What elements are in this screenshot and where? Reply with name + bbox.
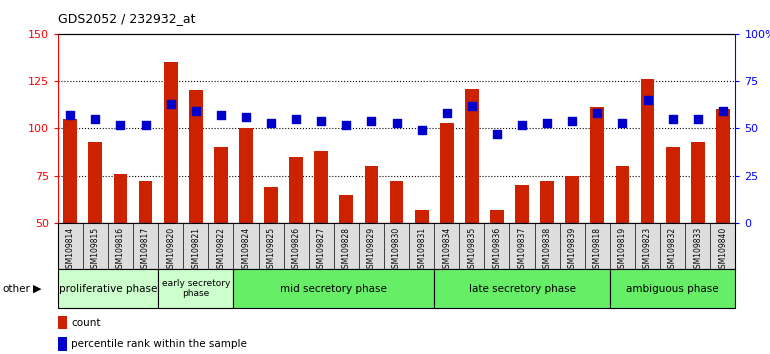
Text: ▶: ▶ [33, 284, 42, 293]
Bar [340, 195, 353, 223]
Point [189, 108, 202, 114]
Point [315, 118, 327, 124]
Text: other: other [2, 284, 30, 293]
Point [717, 108, 729, 114]
Point [365, 118, 377, 124]
Bar [591, 108, 604, 223]
Text: GSM109831: GSM109831 [417, 227, 426, 273]
Bar [290, 157, 303, 223]
Bar [440, 122, 454, 223]
Text: GSM109829: GSM109829 [367, 227, 376, 273]
Bar [164, 62, 178, 223]
Bar [641, 79, 654, 223]
Bar [239, 128, 253, 223]
Bar [58, 316, 67, 329]
Bar [691, 142, 705, 223]
Point [440, 110, 453, 116]
Point [265, 120, 277, 125]
Text: mid secretory phase: mid secretory phase [280, 284, 387, 293]
Point [691, 116, 704, 122]
Text: GSM109837: GSM109837 [517, 227, 527, 273]
Text: GSM109822: GSM109822 [216, 227, 226, 273]
Point [490, 131, 503, 137]
Bar [233, 269, 434, 308]
Bar [58, 269, 158, 308]
Point [616, 120, 628, 125]
Text: GSM109832: GSM109832 [668, 227, 677, 273]
Text: GSM109816: GSM109816 [116, 227, 125, 273]
Point [591, 110, 604, 116]
Point [64, 112, 76, 118]
Point [340, 122, 353, 127]
Text: ambiguous phase: ambiguous phase [626, 284, 719, 293]
Point [516, 122, 528, 127]
Bar [515, 185, 529, 223]
Bar [465, 88, 479, 223]
Bar [615, 166, 629, 223]
Text: GSM109836: GSM109836 [493, 227, 501, 273]
Bar [158, 269, 233, 308]
Point [165, 101, 177, 107]
Text: GSM109819: GSM109819 [618, 227, 627, 273]
Text: GSM109827: GSM109827 [316, 227, 326, 273]
Text: GSM109821: GSM109821 [191, 227, 200, 273]
Text: GSM109835: GSM109835 [467, 227, 477, 273]
Bar [666, 147, 679, 223]
Bar [58, 337, 67, 350]
Text: early secretory
phase: early secretory phase [162, 279, 230, 298]
Bar [63, 119, 77, 223]
Text: GDS2052 / 232932_at: GDS2052 / 232932_at [58, 12, 196, 25]
Bar [390, 181, 403, 223]
Text: GSM109824: GSM109824 [242, 227, 250, 273]
Bar [314, 151, 328, 223]
Text: GSM109833: GSM109833 [693, 227, 702, 273]
Text: GSM109834: GSM109834 [442, 227, 451, 273]
Bar [434, 269, 610, 308]
Point [139, 122, 152, 127]
Point [416, 127, 428, 133]
Bar [364, 166, 378, 223]
Text: percentile rank within the sample: percentile rank within the sample [72, 339, 247, 349]
Point [290, 116, 303, 122]
Point [89, 116, 102, 122]
Bar [89, 142, 102, 223]
Point [541, 120, 554, 125]
Text: GSM109839: GSM109839 [567, 227, 577, 273]
Bar [610, 269, 735, 308]
Bar [189, 91, 203, 223]
Text: GSM109830: GSM109830 [392, 227, 401, 273]
Point [667, 116, 679, 122]
Bar [541, 181, 554, 223]
Text: proliferative phase: proliferative phase [59, 284, 157, 293]
Text: GSM109823: GSM109823 [643, 227, 652, 273]
Point [215, 112, 227, 118]
Text: GSM109825: GSM109825 [266, 227, 276, 273]
Text: GSM109817: GSM109817 [141, 227, 150, 273]
Bar [415, 210, 429, 223]
Text: GSM109820: GSM109820 [166, 227, 176, 273]
Bar [114, 174, 127, 223]
Bar [139, 181, 152, 223]
Bar [565, 176, 579, 223]
Point [390, 120, 403, 125]
Point [114, 122, 126, 127]
Text: count: count [72, 318, 101, 327]
Text: late secretory phase: late secretory phase [468, 284, 575, 293]
Text: GSM109838: GSM109838 [543, 227, 551, 273]
Bar [214, 147, 228, 223]
Point [566, 118, 578, 124]
Point [239, 114, 252, 120]
Text: GSM109818: GSM109818 [593, 227, 602, 273]
Text: GSM109840: GSM109840 [718, 227, 728, 273]
Point [466, 103, 478, 108]
Bar [716, 109, 730, 223]
Bar [490, 210, 504, 223]
Text: GSM109814: GSM109814 [65, 227, 75, 273]
Point [641, 97, 654, 103]
Text: GSM109828: GSM109828 [342, 227, 351, 273]
Bar [264, 187, 278, 223]
Text: GSM109826: GSM109826 [292, 227, 300, 273]
Text: GSM109815: GSM109815 [91, 227, 100, 273]
